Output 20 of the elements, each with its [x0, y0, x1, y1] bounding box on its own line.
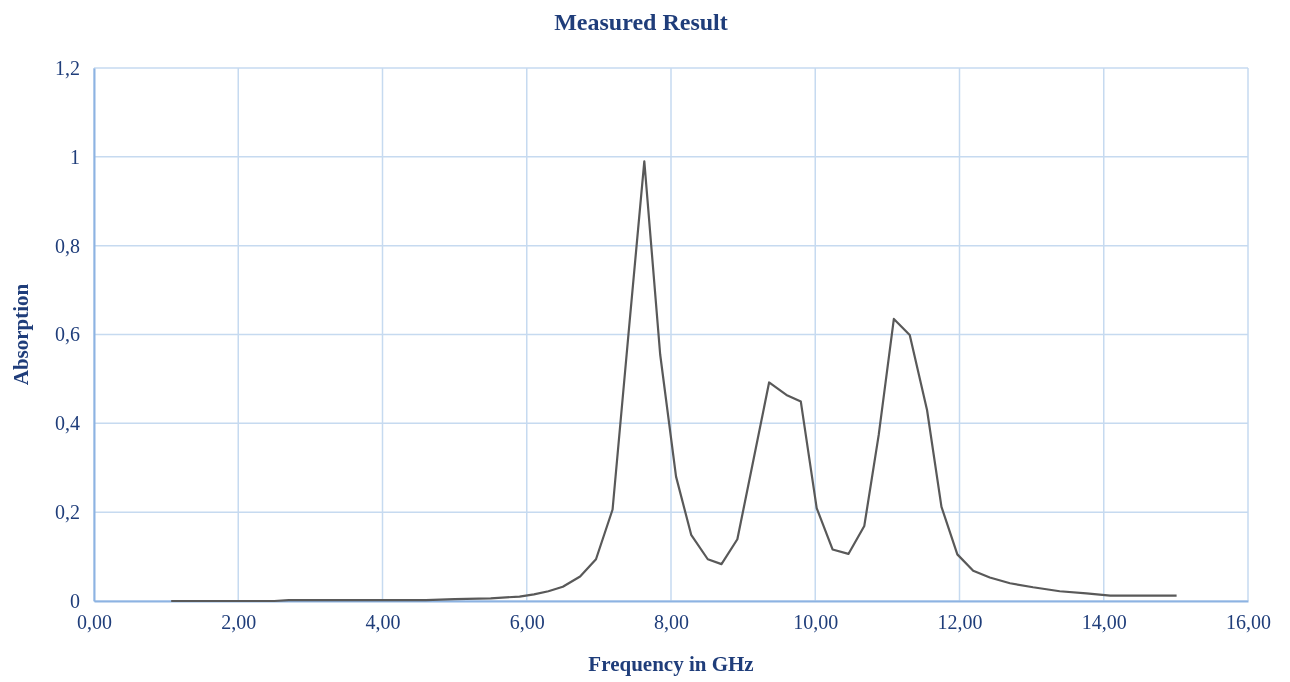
x-tick-label: 12,00 [937, 611, 983, 634]
y-tick-label: 0,8 [55, 234, 80, 257]
x-tick-label: 4,00 [365, 611, 401, 634]
x-tick-label: 2,00 [221, 611, 257, 634]
x-axis-title: Frequency in GHz [588, 652, 754, 676]
x-tick-label: 0,00 [77, 611, 112, 634]
y-tick-label: 0 [70, 589, 80, 612]
y-tick-label: 0,6 [55, 323, 80, 346]
x-tick-label: 16,00 [1226, 611, 1271, 634]
chart-title: Measured Result [554, 9, 728, 35]
y-tick-label: 0,2 [55, 501, 80, 524]
x-tick-label: 10,00 [793, 611, 839, 634]
y-tick-label: 1,2 [55, 56, 80, 79]
x-tick-label: 6,00 [509, 611, 545, 634]
x-tick-label: 14,00 [1081, 611, 1127, 634]
line-series [170, 160, 1178, 603]
y-tick-label: 1 [70, 145, 80, 168]
x-tick-label: 8,00 [654, 611, 689, 634]
y-axis-title: Absorption [9, 283, 33, 386]
y-tick-label: 0,4 [55, 412, 80, 435]
